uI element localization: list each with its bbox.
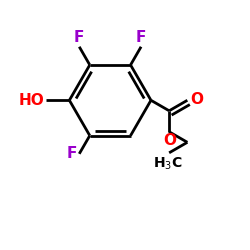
Text: H$_3$C: H$_3$C xyxy=(153,155,183,172)
Text: O: O xyxy=(163,133,176,148)
Text: HO: HO xyxy=(18,93,44,108)
Text: F: F xyxy=(67,146,77,161)
Text: F: F xyxy=(136,30,146,45)
Text: F: F xyxy=(74,30,85,45)
Text: O: O xyxy=(190,92,203,107)
